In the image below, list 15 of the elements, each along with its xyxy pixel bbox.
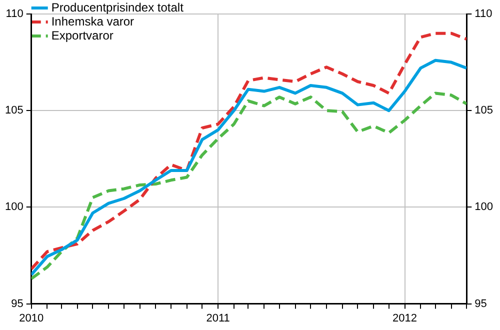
y-tick-label: 105 bbox=[4, 104, 24, 117]
x-tick-label: 2011 bbox=[206, 312, 230, 324]
y2-tick-label: 110 bbox=[474, 8, 492, 20]
legend-label: Inhemska varor bbox=[51, 14, 134, 28]
y-tick-label: 100 bbox=[4, 201, 24, 214]
legend-label: Exportvaror bbox=[51, 28, 114, 42]
y-tick-label: 95 bbox=[11, 298, 24, 310]
line-series bbox=[31, 92, 467, 280]
legend-label: Producentprisindex totalt bbox=[51, 0, 184, 14]
y-tick-label: 110 bbox=[6, 8, 24, 20]
y2-tick-label: 95 bbox=[474, 298, 487, 310]
x-tick-label: 2012 bbox=[392, 312, 417, 324]
y2-tick-label: 100 bbox=[474, 201, 494, 214]
y2-tick-label: 105 bbox=[474, 104, 494, 117]
x-tick-label: 2010 bbox=[19, 312, 44, 324]
